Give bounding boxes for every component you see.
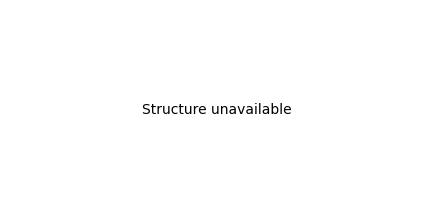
Text: Structure unavailable: Structure unavailable [142,103,292,117]
